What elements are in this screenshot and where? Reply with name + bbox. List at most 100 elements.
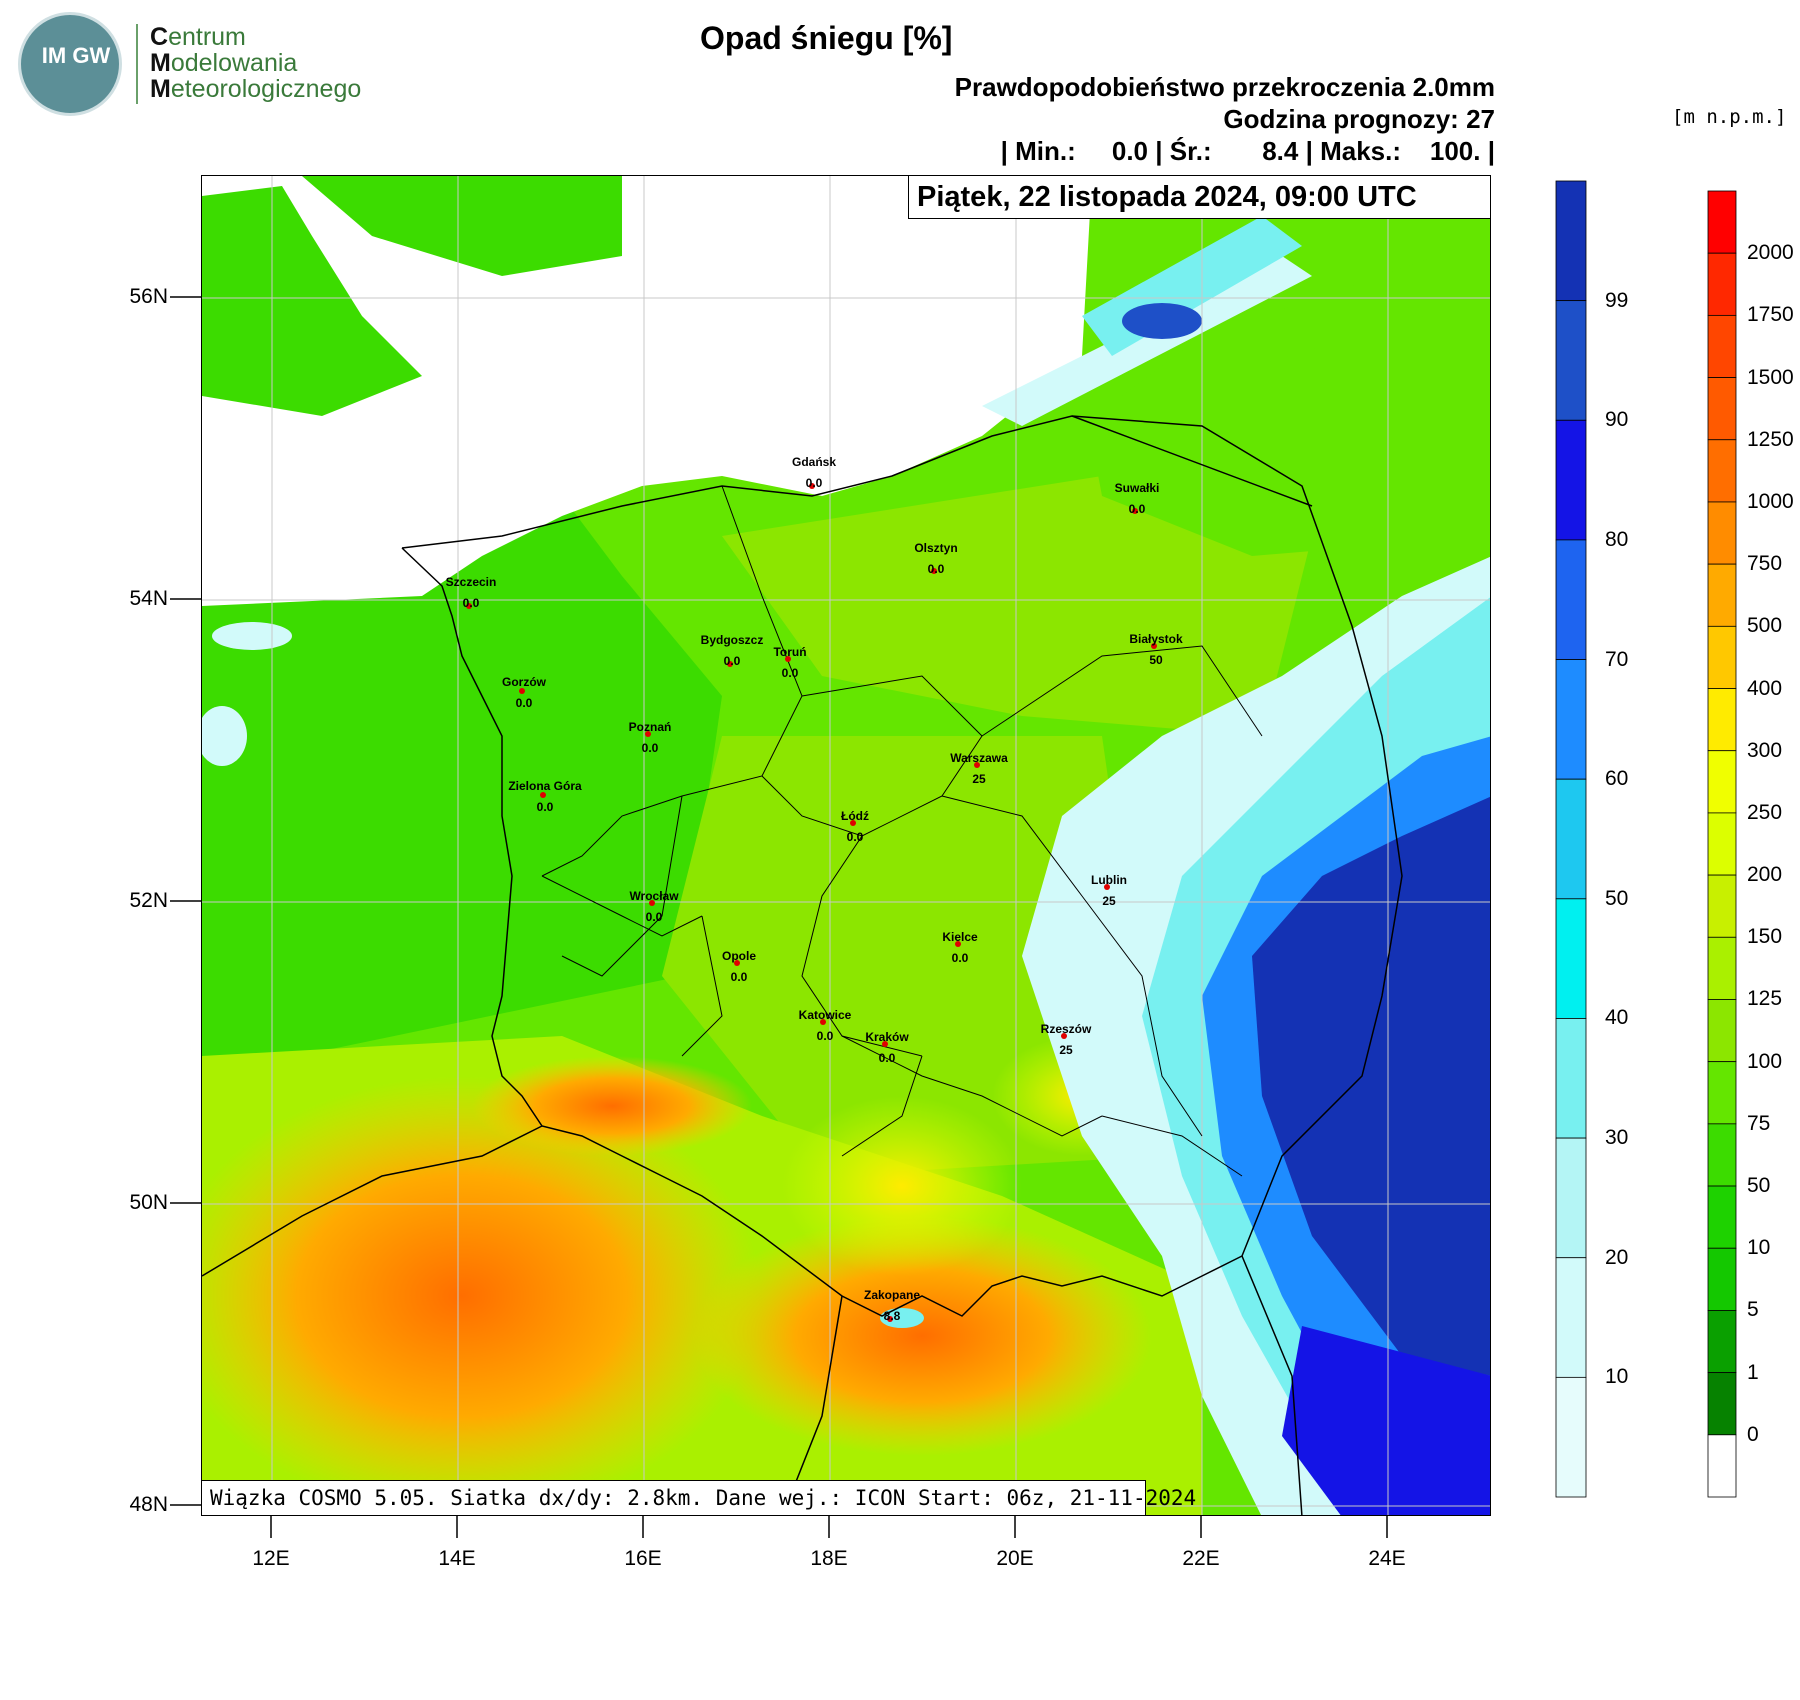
colorbar-label: 90 — [1605, 408, 1629, 432]
lat-tick-marks — [170, 296, 201, 1506]
colorbar-segment — [1707, 812, 1737, 876]
logo-wordmark: Centrum Modelowania Meteorologicznego — [150, 23, 362, 103]
lowland-north — [722, 476, 1312, 736]
colorbar-label: 750 — [1747, 552, 1783, 576]
colorbar-segment — [1555, 1137, 1587, 1259]
colorbar-label: 5 — [1747, 1298, 1759, 1322]
city-kielce: Kielce 0.0 — [942, 930, 978, 965]
colorbar-segment — [1555, 659, 1587, 780]
colorbar-label: 50 — [1605, 886, 1629, 910]
lat-tick-50n: 50N — [129, 1191, 168, 1214]
colorbar-segment — [1555, 300, 1587, 421]
city-rzeszow: Rzeszów 25 — [1040, 1022, 1092, 1057]
lon-tick-12e: 12E — [252, 1547, 290, 1570]
city-wroclaw: Wrocław 0.0 — [629, 889, 679, 924]
colorbar-label: 2000 — [1747, 241, 1794, 265]
snow-blob-west-2 — [202, 706, 247, 766]
colorbar-segment — [1707, 439, 1737, 503]
colorbar-label: 50 — [1747, 1174, 1771, 1198]
city-suwalki: Suwałki 0.0 — [1114, 481, 1160, 516]
map-title: Opad śniegu [%] — [700, 20, 953, 56]
colorbar-segment — [1707, 314, 1737, 378]
carpathians — [692, 1216, 1152, 1456]
colorbar-label: 1250 — [1747, 427, 1794, 451]
colorbar-segment — [1707, 625, 1737, 689]
lithuania — [1087, 296, 1490, 556]
sweden-south — [302, 176, 622, 276]
voivodeship-borders — [541, 485, 1263, 1177]
lon-tick-22e: 22E — [1182, 1547, 1220, 1570]
city-bydgoszcz: Bydgoszcz 0.0 — [700, 633, 764, 668]
city-torun: Toruń 0.0 — [773, 645, 807, 680]
lat-tick-54n: 54N — [129, 587, 168, 610]
colorbar-label: 250 — [1747, 800, 1783, 824]
colorbar-segment — [1555, 1376, 1587, 1498]
colorbar-label: 0 — [1747, 1422, 1759, 1446]
city-lublin: Lublin 25 — [1091, 873, 1127, 908]
colorbar-segment — [1707, 688, 1737, 752]
city-zakopane: Zakopane 8.8 — [863, 1288, 920, 1323]
lon-tick-14e: 14E — [438, 1547, 476, 1570]
colorbar-label: 1750 — [1747, 303, 1794, 327]
city-gdansk: Gdańsk 0.0 — [791, 455, 836, 490]
city-gorzow: Gorzów 0.0 — [502, 675, 546, 710]
colorbar-segment — [1707, 750, 1737, 814]
colorbar-label: 30 — [1605, 1126, 1629, 1150]
colorbar-segment — [1707, 936, 1737, 1000]
denmark-sweden-coast — [202, 186, 422, 416]
colorbar-label: 80 — [1605, 527, 1629, 551]
colorbar-label: 99 — [1605, 288, 1629, 312]
bohemian-massif — [202, 1076, 762, 1515]
city-opole: Opole 0.0 — [721, 949, 756, 984]
lat-tick-56n: 56N — [129, 285, 168, 308]
lon-tick-16e: 16E — [624, 1547, 662, 1570]
colorbar-segment — [1555, 419, 1587, 541]
colorbar-segment — [1555, 539, 1587, 660]
colorbar-label: 1000 — [1747, 489, 1794, 513]
elevation-colorbar — [1707, 190, 1737, 1498]
colorbar-segment — [1555, 778, 1587, 900]
colorbar-segment — [1707, 1434, 1737, 1498]
valid-time-label: Piątek, 22 listopada 2024, 09:00 UTC — [908, 175, 1491, 219]
colorbar-segment — [1707, 1247, 1737, 1311]
logo-divider — [136, 24, 138, 104]
colorbar-label: 500 — [1747, 614, 1783, 638]
city-warszawa: Warszawa 25 — [950, 751, 1008, 786]
colorbar-segment — [1707, 1372, 1737, 1436]
colorbar-segment — [1555, 1018, 1587, 1139]
colorbar-label: 1 — [1747, 1360, 1759, 1384]
city-szczecin: Szczecin 0.0 — [445, 575, 497, 610]
colorbar-label: 40 — [1605, 1006, 1629, 1030]
subtitle-threshold: Prawdopodobieństwo przekroczenia 2.0mm — [954, 72, 1495, 102]
subtitle-stats: | Min.: 0.0 | Śr.: 8.4 | Maks.: 100. | — [1000, 136, 1495, 166]
snow-max-north — [1122, 303, 1202, 339]
lat-tick-52n: 52N — [129, 889, 168, 912]
subtitle-forecast-hour: Godzina prognozy: 27 — [1223, 104, 1495, 134]
city-lodz: Łódź 0.0 — [841, 809, 869, 844]
colorbar-segment — [1707, 1310, 1737, 1374]
colorbar-label: 10 — [1747, 1236, 1771, 1260]
colorbar-label: 400 — [1747, 676, 1783, 700]
colorbar-label: 60 — [1605, 767, 1629, 791]
city-krakow: Kraków 0.0 — [865, 1030, 909, 1065]
colorbar-segment — [1707, 252, 1737, 316]
colorbar-segment — [1707, 874, 1737, 938]
city-olsztyn: Olsztyn 0.0 — [914, 541, 958, 576]
colorbar-segment — [1707, 1123, 1737, 1187]
colorbar-segment — [1707, 190, 1737, 254]
colorbar-segment — [1707, 563, 1737, 627]
snow-blob-west-1 — [212, 622, 292, 650]
elevation-unit-label: [m n.p.m.] — [1672, 106, 1787, 128]
snow-area-southeast — [1282, 1326, 1490, 1515]
colorbar-segment — [1707, 501, 1737, 565]
map-canvas — [202, 176, 1490, 1515]
colorbar-label: 1500 — [1747, 365, 1794, 389]
colorbar-label: 70 — [1605, 647, 1629, 671]
imgw-emblem: IM GW — [18, 12, 122, 116]
lon-tick-20e: 20E — [996, 1547, 1034, 1570]
sudetes — [472, 1056, 752, 1156]
colorbar-label: 20 — [1605, 1245, 1629, 1269]
lon-tick-marks — [270, 1516, 1388, 1538]
silesian-upland — [782, 1096, 1022, 1276]
imgw-badge-text: IM GW — [41, 43, 111, 68]
